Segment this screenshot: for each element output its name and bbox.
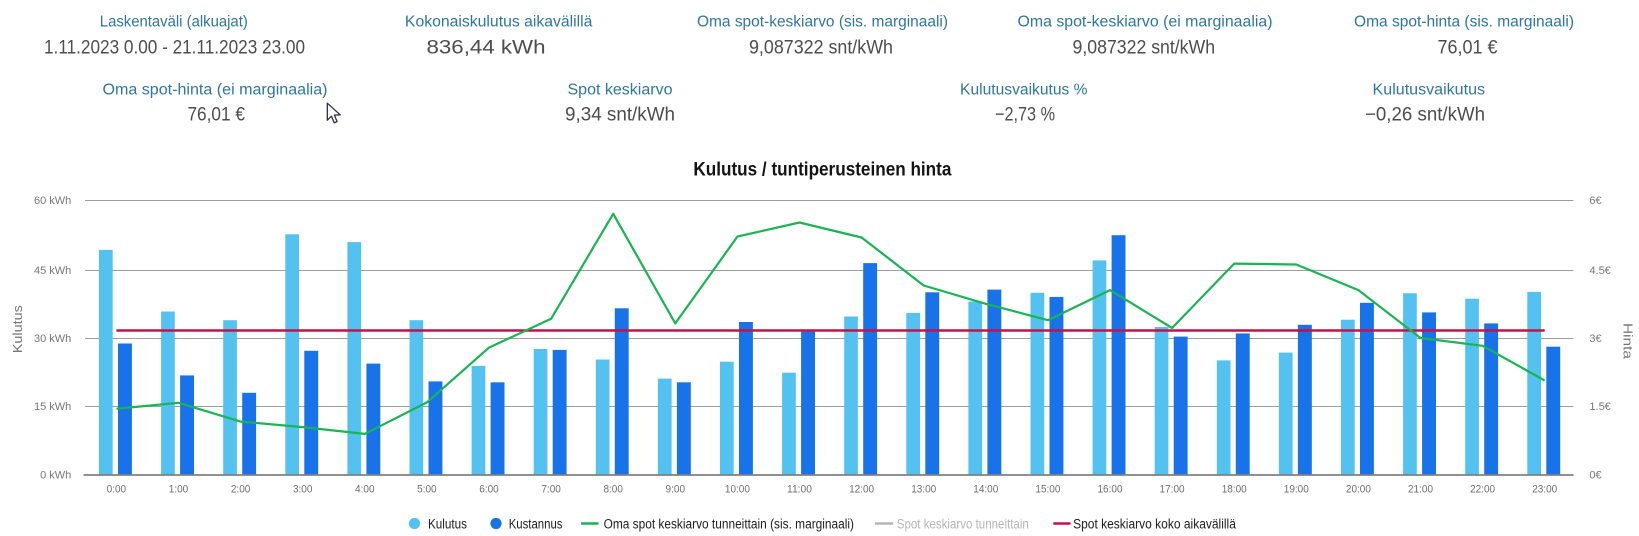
svg-text:Spot keskiarvo tunneittain: Spot keskiarvo tunneittain bbox=[897, 517, 1029, 532]
svg-text:9,087322 snt/kWh: 9,087322 snt/kWh bbox=[1073, 38, 1216, 59]
svg-text:60 kWh: 60 kWh bbox=[34, 195, 71, 207]
svg-text:Kulutus: Kulutus bbox=[11, 305, 25, 353]
svg-text:1.11.2023 0.00 - 21.11.2023 23: 1.11.2023 0.00 - 21.11.2023 23.00 bbox=[44, 38, 305, 59]
svg-text:9,087322 snt/kWh: 9,087322 snt/kWh bbox=[749, 38, 893, 59]
svg-text:Kulutus / tuntiperusteinen hin: Kulutus / tuntiperusteinen hinta bbox=[693, 159, 951, 181]
svg-text:19:00: 19:00 bbox=[1284, 483, 1309, 495]
svg-text:Oma spot-hinta (sis. marginaal: Oma spot-hinta (sis. marginaali) bbox=[1354, 14, 1574, 31]
svg-text:18:00: 18:00 bbox=[1222, 483, 1247, 495]
svg-text:1:00: 1:00 bbox=[169, 483, 189, 495]
svg-text:Kokonaiskulutus aikavälillä: Kokonaiskulutus aikavälillä bbox=[405, 14, 593, 31]
svg-text:2:00: 2:00 bbox=[231, 483, 251, 495]
svg-text:7:00: 7:00 bbox=[541, 483, 561, 495]
svg-text:Oma spot keskiarvo tunneittain: Oma spot keskiarvo tunneittain (sis. mar… bbox=[604, 517, 854, 532]
svg-text:4.5€: 4.5€ bbox=[1589, 265, 1610, 277]
svg-text:Kustannus: Kustannus bbox=[509, 517, 563, 532]
svg-text:0:00: 0:00 bbox=[107, 483, 127, 495]
svg-text:−2,73 %: −2,73 % bbox=[995, 105, 1055, 126]
svg-text:9:00: 9:00 bbox=[666, 483, 686, 495]
svg-text:3€: 3€ bbox=[1589, 333, 1601, 345]
svg-text:0 kWh: 0 kWh bbox=[40, 469, 71, 481]
svg-text:Laskentaväli (alkuajat): Laskentaväli (alkuajat) bbox=[100, 14, 248, 31]
svg-text:Oma spot-hinta (ei marginaalia: Oma spot-hinta (ei marginaalia) bbox=[103, 82, 328, 99]
svg-text:10:00: 10:00 bbox=[725, 483, 750, 495]
svg-text:Oma spot-keskiarvo (ei margina: Oma spot-keskiarvo (ei marginaalia) bbox=[1018, 14, 1273, 31]
svg-text:20:00: 20:00 bbox=[1346, 483, 1371, 495]
svg-text:1.5€: 1.5€ bbox=[1589, 401, 1610, 413]
svg-text:76,01 €: 76,01 € bbox=[1438, 38, 1498, 59]
svg-text:Spot keskiarvo: Spot keskiarvo bbox=[568, 82, 673, 99]
svg-text:−0,26 snt/kWh: −0,26 snt/kWh bbox=[1365, 105, 1485, 126]
svg-text:15:00: 15:00 bbox=[1035, 483, 1060, 495]
svg-text:6€: 6€ bbox=[1589, 195, 1601, 207]
svg-text:45 kWh: 45 kWh bbox=[34, 265, 71, 277]
svg-text:16:00: 16:00 bbox=[1098, 483, 1123, 495]
svg-text:21:00: 21:00 bbox=[1408, 483, 1433, 495]
svg-text:Kulutus: Kulutus bbox=[428, 517, 467, 532]
svg-text:15 kWh: 15 kWh bbox=[34, 401, 71, 413]
svg-text:14:00: 14:00 bbox=[973, 483, 998, 495]
svg-text:23:00: 23:00 bbox=[1532, 483, 1557, 495]
svg-text:6:00: 6:00 bbox=[479, 483, 499, 495]
svg-text:22:00: 22:00 bbox=[1470, 483, 1495, 495]
svg-text:0€: 0€ bbox=[1589, 469, 1601, 481]
svg-text:8:00: 8:00 bbox=[603, 483, 623, 495]
svg-text:5:00: 5:00 bbox=[417, 483, 437, 495]
svg-text:Kulutusvaikutus: Kulutusvaikutus bbox=[1373, 82, 1486, 99]
svg-text:11:00: 11:00 bbox=[787, 483, 812, 495]
svg-text:17:00: 17:00 bbox=[1160, 483, 1185, 495]
svg-text:13:00: 13:00 bbox=[911, 483, 936, 495]
svg-text:76,01 €: 76,01 € bbox=[187, 105, 245, 126]
svg-text:3:00: 3:00 bbox=[293, 483, 313, 495]
svg-text:Kulutusvaikutus %: Kulutusvaikutus % bbox=[960, 82, 1088, 99]
svg-text:Spot keskiarvo koko aikavälill: Spot keskiarvo koko aikavälillä bbox=[1073, 517, 1236, 532]
svg-text:836,44 kWh: 836,44 kWh bbox=[427, 38, 546, 59]
svg-text:9,34 snt/kWh: 9,34 snt/kWh bbox=[565, 105, 675, 126]
svg-text:4:00: 4:00 bbox=[355, 483, 375, 495]
svg-text:30 kWh: 30 kWh bbox=[34, 333, 71, 345]
svg-text:Oma spot-keskiarvo (sis. margi: Oma spot-keskiarvo (sis. marginaali) bbox=[697, 14, 948, 31]
svg-text:12:00: 12:00 bbox=[849, 483, 874, 495]
svg-text:Hinta: Hinta bbox=[1621, 323, 1635, 359]
